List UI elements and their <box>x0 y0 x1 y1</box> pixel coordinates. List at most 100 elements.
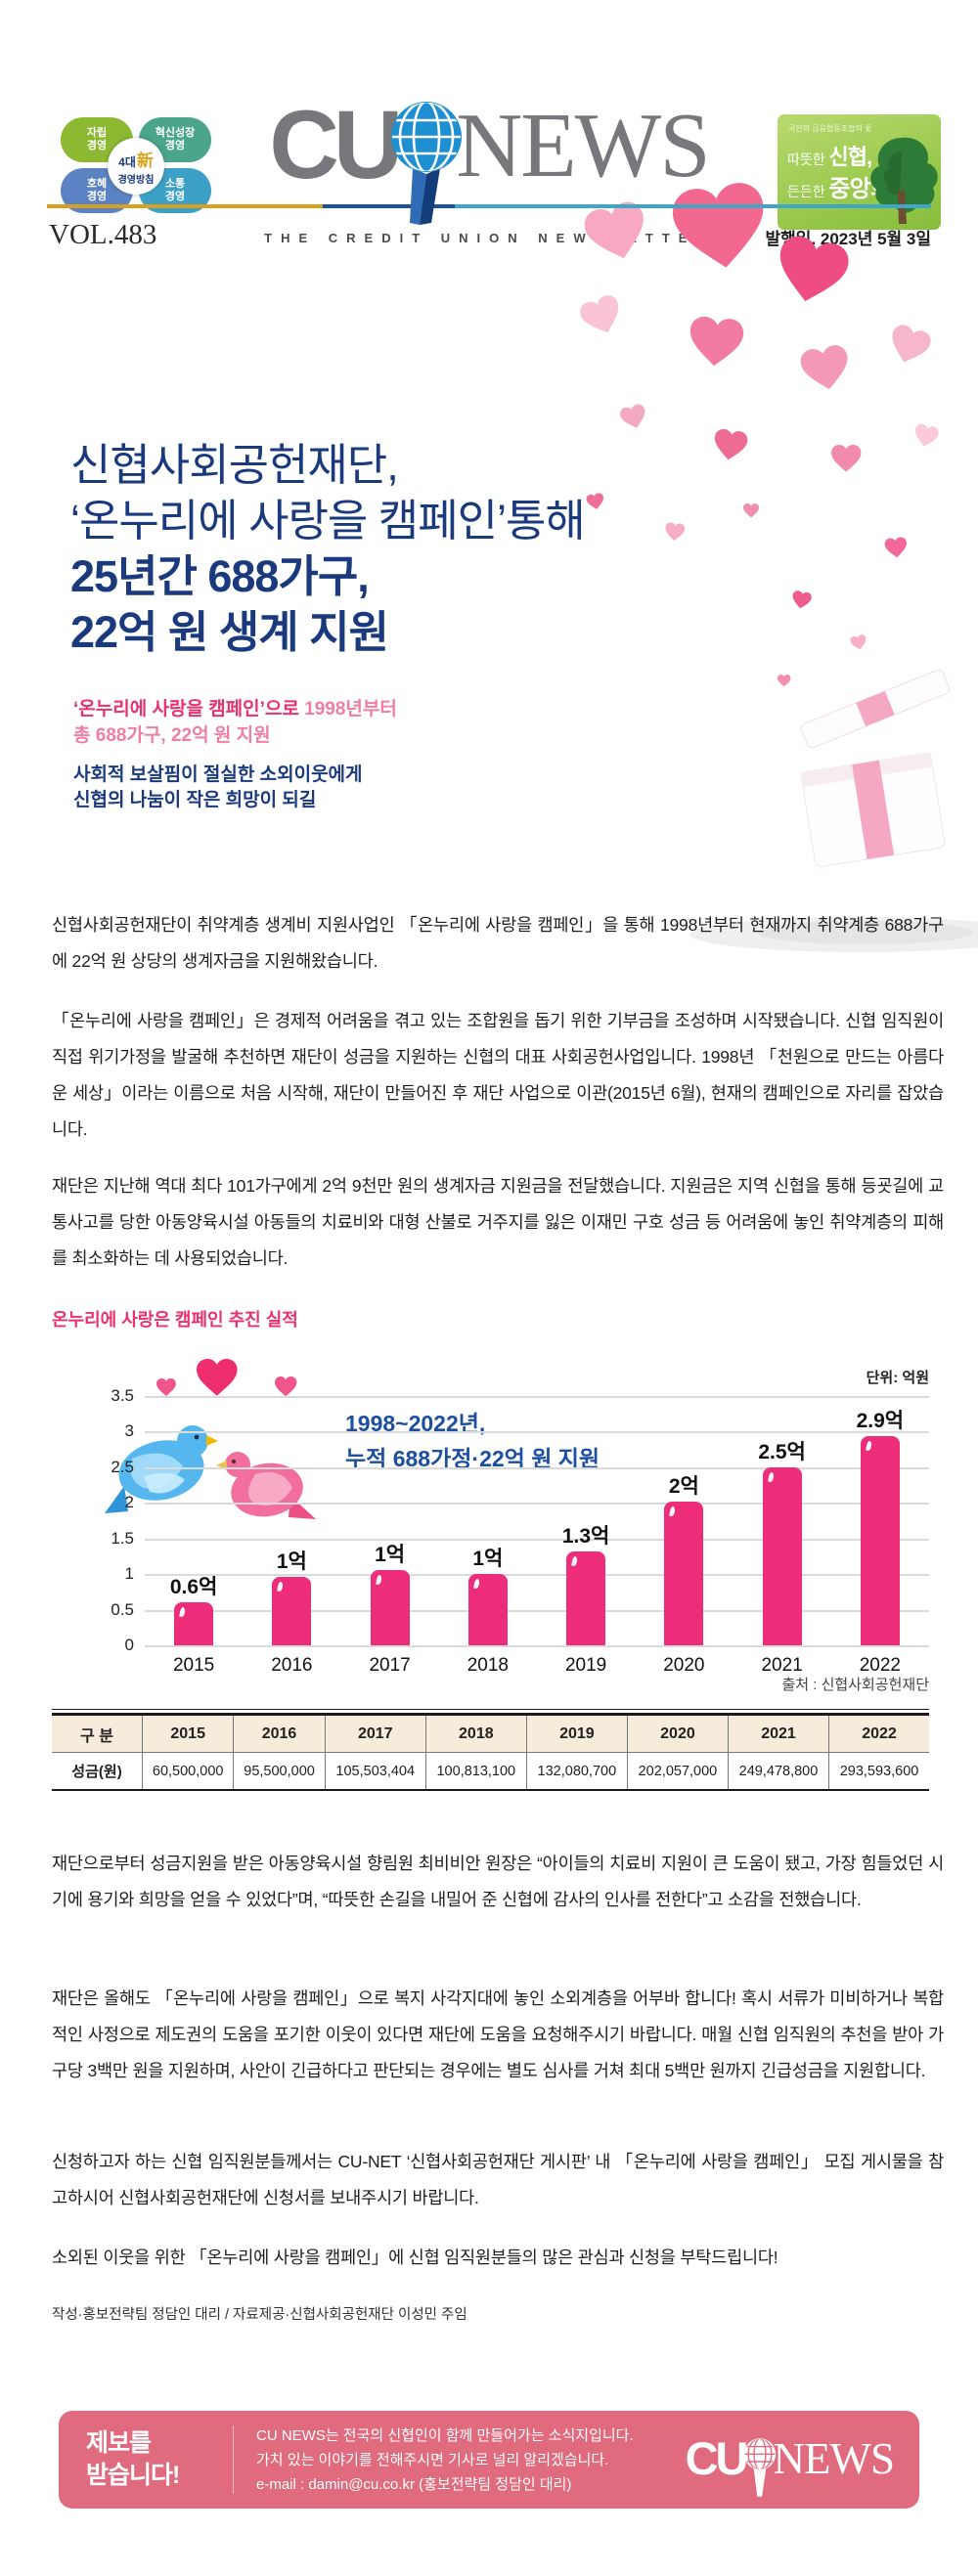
bar-value-label: 1억 <box>276 1550 307 1573</box>
footer-description: CU NEWS는 전국의 신협인이 함께 만들어가는 소식지입니다. 가치 있는… <box>256 2427 634 2493</box>
jungang-badge: 국민의 금융협동조합의 꽃 따뜻한 신협, 든든한 중앙회 <box>778 114 941 230</box>
footer-callout: 제보를 받습니다! <box>86 2429 180 2489</box>
lovebirds-illustration <box>105 1359 316 1519</box>
heart-icon <box>885 322 934 369</box>
hero-title-line2: ‘온누리에 사랑을 캠페인’통해 <box>70 496 586 546</box>
table-cell: 293,593,600 <box>828 1752 929 1790</box>
x-axis-label: 2018 <box>467 1655 510 1676</box>
y-tick-label: 0.5 <box>111 1599 134 1619</box>
footer-divider <box>233 2425 234 2494</box>
heart-icon <box>849 633 868 651</box>
heart-icon <box>911 422 940 449</box>
table-header-cell: 2016 <box>233 1714 326 1753</box>
bar-value-label: 2억 <box>668 1475 699 1498</box>
article-paragraph: 「온누리에 사랑을 캠페인」은 경제적 어려움을 겪고 있는 조합원을 돕기 위… <box>52 1011 944 1139</box>
table-cell: 105,503,404 <box>324 1752 426 1790</box>
heart-icon <box>664 522 686 542</box>
heart-icon <box>831 445 862 472</box>
heart-icon <box>577 292 627 339</box>
principles-center-bottom: 경영방침 <box>117 175 155 186</box>
table-row: 성금(원) 60,500,000 95,500,000 105,503,404 100,… <box>52 1752 929 1790</box>
hero-title-line3: 25년간 688가구, <box>70 551 370 601</box>
table-header-row: 구 분 2015 2016 2017 2018 2019 2020 2021 2022 <box>52 1714 929 1753</box>
x-axis-label: 2015 <box>172 1655 215 1676</box>
table-header-cell: 2017 <box>324 1714 426 1753</box>
table-cell: 132,080,700 <box>525 1752 628 1790</box>
y-tick-label: 3.5 <box>111 1385 134 1405</box>
globe-mic-icon <box>383 98 469 240</box>
volume-number: VOL.483 <box>49 219 157 250</box>
y-tick-label: 2.5 <box>111 1457 134 1476</box>
article-paragraph: 신협사회공헌재단이 취약계층 생계비 지원사업인 「온누리에 사랑을 캠페인」을… <box>52 915 944 971</box>
x-axis-label: 2020 <box>663 1655 705 1676</box>
bar-2022 <box>860 1436 900 1645</box>
table-header-cell: 2015 <box>141 1714 235 1753</box>
principles-center-seal: 4대 新 경영방침 <box>108 138 164 195</box>
principles-center-hanja: 新 <box>136 152 154 170</box>
table-cell: 249,478,800 <box>727 1752 830 1790</box>
article-paragraph: 재단은 올해도 「온누리에 사랑을 캠페인」으로 복지 사각지대에 놓인 소외계… <box>52 1988 944 2080</box>
heart-icon <box>790 589 813 610</box>
bar-2016 <box>272 1577 312 1645</box>
chart-source: 출처 : 신협사회공헌재단 <box>781 1677 929 1693</box>
bar-value-label: 0.6억 <box>169 1576 218 1598</box>
bar-value-label: 1.3억 <box>561 1525 610 1548</box>
bar-value-label: 2.5억 <box>758 1441 806 1463</box>
y-tick-label: 3 <box>124 1421 134 1441</box>
heart-icon <box>798 343 853 394</box>
bar-2017 <box>370 1570 410 1645</box>
table-header-cell: 구 분 <box>52 1714 143 1753</box>
hearts-giftbox-illustration <box>577 179 978 952</box>
gridline <box>145 1538 929 1541</box>
hero-title-line4: 22억 원 생계 지원 <box>70 607 389 657</box>
bar-2021 <box>762 1467 802 1645</box>
badge-line1: 따뜻한 신협, <box>787 145 872 169</box>
y-tick-label: 1.5 <box>111 1528 134 1548</box>
heart-icon <box>687 315 745 369</box>
heart-icon <box>778 675 791 687</box>
campaign-results-bar-chart: 단위: 억원 1998~2 <box>52 1359 929 1696</box>
table-cell: 60,500,000 <box>141 1752 235 1790</box>
heart-icon <box>585 492 605 511</box>
article-paragraph: 재단은 지난해 역대 최다 101가구에게 2억 9천만 원의 생계자금 지원금… <box>52 1176 944 1268</box>
bar-value-label: 1억 <box>375 1544 406 1566</box>
heart-icon <box>618 403 649 432</box>
gridline <box>145 1574 929 1577</box>
footer-cu-news-logo: CU NEWS <box>685 2432 895 2504</box>
article-paragraph: 소외된 이웃을 위한 「온누리에 사랑을 캠페인」에 신협 임직원분들의 많은 … <box>52 2248 778 2267</box>
footer-cu-text: CU <box>685 2432 749 2484</box>
table-cell: 202,057,000 <box>626 1752 729 1790</box>
x-axis-label: 2022 <box>859 1655 902 1676</box>
principle-pill: 자립 경영 <box>61 117 133 162</box>
table-cell: 100,813,100 <box>424 1752 527 1790</box>
chart-annotation: 1998~2022년, 누적 688가정·22억 원 지원 <box>345 1411 600 1471</box>
heart-icon <box>771 233 853 309</box>
table-header-cell: 2019 <box>525 1714 628 1753</box>
table-header-cell: 2020 <box>626 1714 729 1753</box>
footer-callout-banner: 제보를 받습니다! CU NEWS는 전국의 신협인이 함께 만들어가는 소식지… <box>59 2411 919 2509</box>
heart-icon <box>743 503 759 518</box>
badge-small-text: 국민의 금융협동조합의 꽃 <box>788 124 872 133</box>
news-logo-text: NEWS <box>456 95 710 196</box>
gridline <box>145 1431 929 1434</box>
principle-pill: 혁신성장 경영 <box>139 117 211 162</box>
table-header-cell: 2018 <box>424 1714 527 1753</box>
x-axis-label: 2017 <box>369 1655 411 1676</box>
byline-credit: 작성·홍보전략팀 정담인 대리 / 자료제공·신협사회공헌재단 이성민 주임 <box>52 2307 467 2323</box>
y-tick-label: 2 <box>124 1493 134 1512</box>
x-axis-label: 2016 <box>271 1655 313 1676</box>
hero-navy-subtitle: 사회적 보살핌이 절실한 소외이웃에게 신협의 나눔이 작은 희망이 되길 <box>73 764 363 810</box>
chart-section-heading: 온누리에 사랑은 캠페인 추진 실적 <box>52 1310 298 1330</box>
table-header-cell: 2022 <box>828 1714 929 1753</box>
x-axis-label: 2019 <box>564 1655 607 1676</box>
bar-2019 <box>566 1551 606 1645</box>
gridline <box>145 1645 929 1647</box>
y-tick-label: 1 <box>124 1564 134 1584</box>
article-paragraph: 재단으로부터 성금지원을 받은 아동양육시설 향림원 최비비안 원장은 “아이들… <box>52 1854 944 1909</box>
heart-icon <box>711 427 749 462</box>
donation-table-wrap: 구 분 2015 2016 2017 2018 2019 2020 2021 2022 성금(원… <box>52 1709 929 1791</box>
bar-value-label: 2.9억 <box>856 1410 905 1432</box>
bar-2020 <box>664 1502 704 1645</box>
table-cell: 성금(원) <box>52 1752 143 1790</box>
